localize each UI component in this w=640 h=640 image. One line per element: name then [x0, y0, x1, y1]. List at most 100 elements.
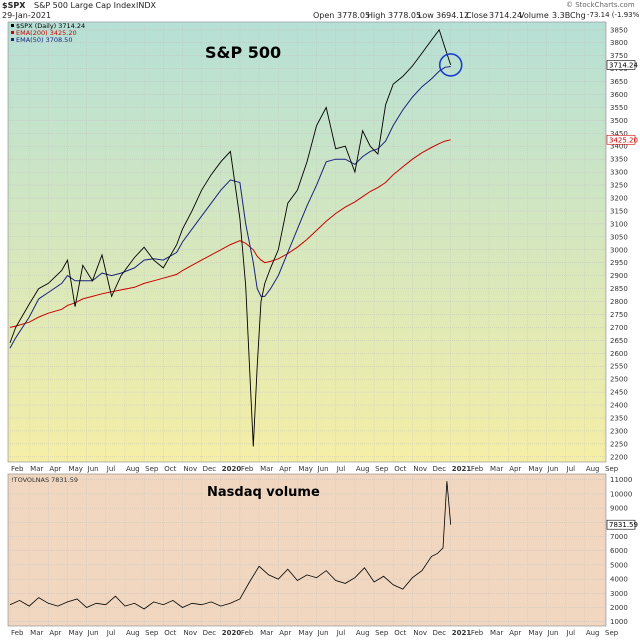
chg-value: -73.14 (-1.93%) — [587, 11, 640, 19]
x-tick-label: Apr — [509, 629, 521, 637]
x-tick-label: Mar — [490, 465, 503, 473]
volume-key: Volume — [519, 11, 549, 20]
y-tick-label: 2450 — [610, 389, 628, 397]
x-tick-label: Apr — [509, 465, 521, 473]
date-label: 29-Jan-2021 — [2, 11, 52, 20]
y-tick-label: 3250 — [610, 182, 628, 190]
x-tick-label: Jun — [317, 629, 329, 637]
x-tick-label: Jul — [106, 465, 116, 473]
y-tick-label: 3100 — [610, 220, 628, 228]
x-tick-label: Aug — [126, 629, 140, 637]
ema200-tag-label: 3425.20 — [609, 136, 638, 144]
y-tick-label: 4000 — [610, 576, 628, 584]
x-tick-label: Sep — [605, 629, 619, 637]
price-last-tag-label: 3714.24 — [609, 61, 638, 69]
x-tick-label: Sep — [375, 465, 389, 473]
y-tick-label: 3850 — [610, 26, 628, 34]
x-tick-label: Mar — [260, 465, 273, 473]
y-tick-label: 2950 — [610, 259, 628, 267]
x-tick-label: Aug — [356, 629, 370, 637]
x-tick-label: Jul — [336, 629, 346, 637]
y-tick-label: 2650 — [610, 337, 628, 345]
x-tick-label: Aug — [586, 629, 600, 637]
y-tick-label: 10000 — [610, 490, 632, 498]
x-tick-label: Oct — [164, 629, 176, 637]
y-tick-label: 2600 — [610, 350, 628, 358]
y-tick-label: 11000 — [610, 476, 632, 484]
volume-panel-background — [7, 473, 607, 627]
x-tick-label: Oct — [164, 465, 176, 473]
price-panel-background — [7, 21, 607, 463]
x-tick-label: 2020 — [222, 465, 242, 473]
y-tick-label: 2850 — [610, 285, 628, 293]
x-tick-label: Feb — [471, 629, 484, 637]
y-tick-label: 2750 — [610, 311, 628, 319]
x-tick-label: Jul — [566, 465, 576, 473]
x-tick-label: Apr — [279, 629, 291, 637]
price-panel-title: S&P 500 — [205, 43, 281, 62]
y-tick-label: 5000 — [610, 561, 628, 569]
volume-line — [9, 481, 452, 610]
y-tick-label: 2200 — [610, 453, 628, 461]
x-tick-label: Aug — [586, 465, 600, 473]
x-tick-label: May — [68, 629, 82, 637]
x-tick-label: May — [298, 629, 312, 637]
x-tick-label: Sep — [145, 465, 159, 473]
volume-panel-grid — [8, 474, 606, 626]
y-tick-label: 2800 — [610, 298, 628, 306]
close-value: 3714.24 — [489, 11, 523, 20]
low-value: 3694.12 — [436, 11, 470, 20]
y-tick-label: 3650 — [610, 78, 628, 86]
y-tick-label: 3550 — [610, 104, 628, 112]
y-tick-label: 2900 — [610, 272, 628, 280]
price-last-tag-box — [606, 60, 636, 70]
legend-price: $SPX (Daily) 3714.24 — [16, 22, 85, 30]
y-tick-label: 1000 — [610, 618, 628, 626]
x-tick-label: May — [528, 629, 542, 637]
x-tick-label: Feb — [241, 629, 254, 637]
x-tick-label: Apr — [49, 629, 61, 637]
index-name-label: S&P 500 Large Cap Index — [34, 1, 136, 10]
x-tick-label: Aug — [126, 465, 140, 473]
x-tick-label: May — [68, 465, 82, 473]
x-tick-label: Jul — [106, 629, 116, 637]
x-tick-label: Mar — [30, 465, 43, 473]
volume-date-axis: Feb Mar Apr May Jun Jul Aug Sep Oct Nov Dec 2020 Feb… — [11, 629, 619, 637]
y-tick-label: 2550 — [610, 363, 628, 371]
y-tick-label: 2700 — [610, 324, 628, 332]
volume-last-tag-box — [606, 519, 636, 530]
x-tick-label: Sep — [375, 629, 389, 637]
x-tick-label: Feb — [11, 629, 24, 637]
price-date-axis: Feb Mar Apr May Jun Jul Aug Sep Oct Nov Dec 2020 Feb… — [11, 465, 619, 473]
x-tick-label: Dec — [433, 465, 447, 473]
x-tick-label: Mar — [490, 629, 503, 637]
x-tick-label: Nov — [183, 465, 197, 473]
y-tick-label: 2000 — [610, 604, 628, 612]
y-tick-label: 3300 — [610, 169, 628, 177]
x-tick-label: Nov — [183, 629, 197, 637]
x-tick-label: Jun — [87, 465, 99, 473]
volume-last-tag: 7831.59 — [606, 519, 638, 530]
x-tick-label: Jul — [566, 629, 576, 637]
volume-axis-ticks: 1000200030004000500060007000800090001000… — [610, 476, 632, 626]
y-tick-label: 3750 — [610, 52, 628, 60]
volume-last-tag-label: 7831.59 — [609, 521, 638, 529]
y-tick-label: 3200 — [610, 195, 628, 203]
y-tick-label: 3800 — [610, 39, 628, 47]
y-tick-label: 3150 — [610, 207, 628, 215]
price-legend: $SPX (Daily) 3714.24 EMA(200) 3425.20 EM… — [11, 22, 85, 44]
ema200-tag-box — [606, 134, 636, 145]
volume-value: 3.3B — [552, 11, 571, 20]
y-tick-label: 3000 — [610, 590, 628, 598]
watermark-label: © StockCharts.com — [566, 1, 635, 9]
x-tick-label: Oct — [394, 629, 406, 637]
symbol-label: $SPX — [2, 1, 26, 10]
y-tick-label: 7000 — [610, 533, 628, 541]
y-tick-label: 3500 — [610, 117, 628, 125]
y-tick-label: 3000 — [610, 246, 628, 254]
x-tick-label: Dec — [203, 629, 217, 637]
chart-header: $SPX S&P 500 Large Cap Index INDX 29-Jan… — [0, 0, 640, 22]
chg-key: Chg — [570, 11, 586, 20]
y-tick-label: 2250 — [610, 440, 628, 448]
